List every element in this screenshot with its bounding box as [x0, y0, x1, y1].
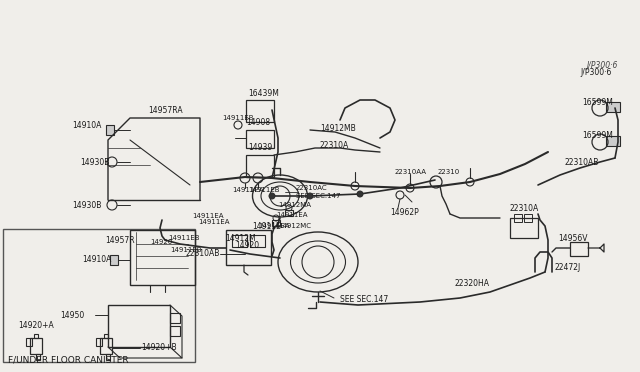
Text: 14911EA: 14911EA: [198, 219, 230, 225]
Text: 22310AA: 22310AA: [395, 169, 427, 175]
Bar: [606, 102, 620, 112]
Text: 14930B: 14930B: [80, 157, 109, 167]
Text: 14910A: 14910A: [72, 121, 101, 129]
Bar: [170, 313, 180, 323]
Bar: [106, 354, 110, 360]
Bar: [34, 334, 38, 338]
Bar: [3, 229, 195, 362]
Text: 14957RA: 14957RA: [148, 106, 182, 115]
Bar: [246, 130, 274, 148]
Bar: [524, 214, 532, 222]
Text: 14912MC: 14912MC: [278, 223, 311, 229]
Bar: [246, 100, 274, 122]
Bar: [100, 338, 112, 354]
Text: 22310AC: 22310AC: [296, 185, 328, 191]
Text: 14911EB: 14911EB: [170, 247, 202, 253]
Text: 14912MA: 14912MA: [278, 202, 311, 208]
Text: 22310A: 22310A: [320, 141, 349, 150]
Bar: [285, 210, 293, 216]
Text: 14920: 14920: [235, 241, 259, 250]
Bar: [272, 220, 280, 226]
Bar: [104, 334, 108, 338]
Text: 16599M: 16599M: [582, 97, 613, 106]
Bar: [606, 136, 620, 146]
Bar: [514, 214, 522, 222]
Text: F/UNDER FLOOR CANISTER: F/UNDER FLOOR CANISTER: [8, 356, 129, 365]
Text: 14911E: 14911E: [252, 221, 281, 231]
Bar: [232, 235, 247, 247]
Text: 14911EA: 14911EA: [276, 212, 307, 218]
Text: 22310AB: 22310AB: [565, 157, 600, 167]
Text: SEE SEC.147: SEE SEC.147: [296, 193, 340, 199]
Bar: [130, 230, 195, 285]
Text: 14908: 14908: [246, 118, 270, 126]
Text: 16439M: 16439M: [248, 89, 279, 97]
Bar: [108, 305, 170, 347]
Bar: [570, 242, 588, 256]
Bar: [170, 326, 180, 336]
Text: 14911EB: 14911EB: [222, 115, 253, 121]
Text: 14962P: 14962P: [390, 208, 419, 217]
Bar: [96, 338, 102, 346]
Bar: [36, 354, 40, 360]
Bar: [106, 125, 114, 135]
Text: 14950: 14950: [60, 311, 84, 320]
Bar: [250, 235, 265, 247]
Bar: [26, 338, 32, 346]
Text: 14957R: 14957R: [106, 235, 135, 244]
Text: J/P300·6: J/P300·6: [580, 67, 611, 77]
Text: J/P300·6: J/P300·6: [586, 61, 618, 70]
Text: 14939: 14939: [248, 142, 272, 151]
Circle shape: [307, 193, 313, 199]
Text: 14956V: 14956V: [558, 234, 588, 243]
Text: 22310: 22310: [438, 169, 460, 175]
Text: 22310AB: 22310AB: [185, 250, 220, 259]
Text: 14911EA: 14911EA: [258, 223, 289, 229]
Text: 14930B: 14930B: [72, 201, 101, 209]
Text: 14920+B: 14920+B: [141, 343, 177, 353]
Text: 16599M: 16599M: [582, 131, 613, 140]
Circle shape: [357, 191, 363, 197]
Circle shape: [269, 193, 275, 199]
Bar: [110, 255, 118, 265]
Text: 14911EA: 14911EA: [192, 213, 223, 219]
Text: 14910A: 14910A: [82, 256, 111, 264]
Text: 22310A: 22310A: [510, 203, 540, 212]
Text: 22472J: 22472J: [555, 263, 581, 273]
Text: 14911EA: 14911EA: [232, 187, 264, 193]
Bar: [246, 155, 274, 177]
Text: SEE SEC.147: SEE SEC.147: [340, 295, 388, 305]
Text: 14912M: 14912M: [225, 234, 255, 243]
Text: 14920+A: 14920+A: [18, 321, 54, 330]
Bar: [510, 218, 538, 238]
Text: 14912MB: 14912MB: [320, 124, 356, 132]
Bar: [30, 338, 42, 354]
Text: 14911EB: 14911EB: [168, 235, 200, 241]
Text: 14911EB: 14911EB: [248, 187, 280, 193]
Bar: [226, 230, 271, 265]
Text: 22320HA: 22320HA: [455, 279, 490, 288]
Text: 14920: 14920: [150, 239, 172, 245]
